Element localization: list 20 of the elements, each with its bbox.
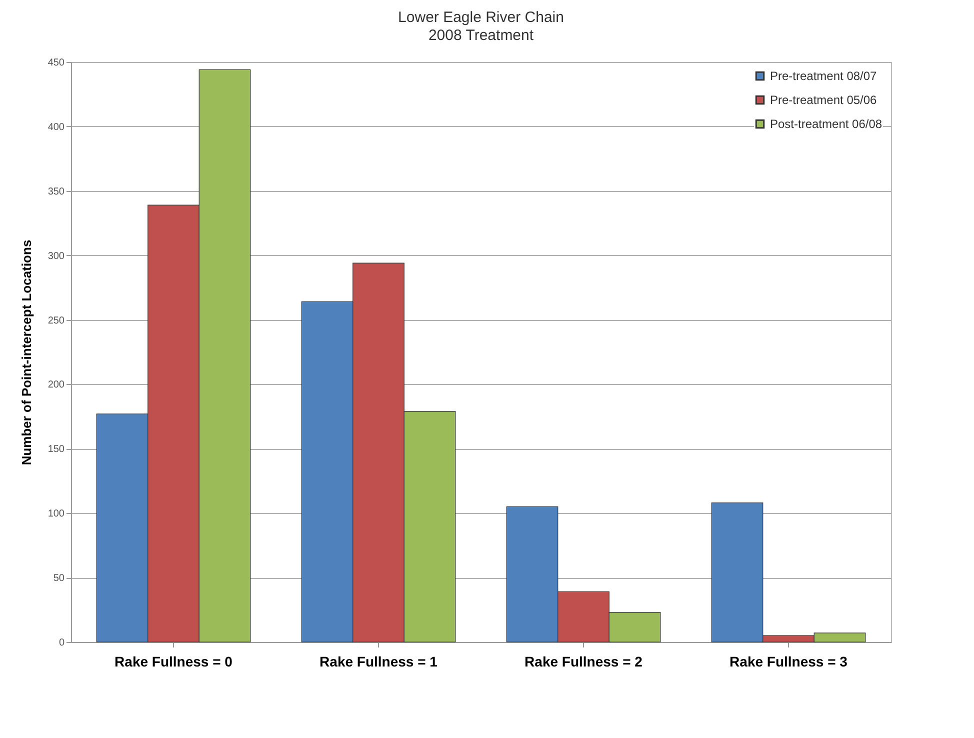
y-tick-label: 0 (58, 638, 65, 648)
y-tick-label: 350 (48, 186, 65, 198)
y-tick-label: 150 (48, 444, 65, 456)
legend-label: Pre-treatment 05/06 (770, 93, 878, 107)
chart-subtitle: 2008 Treatment (428, 27, 534, 44)
x-tick-label: Rake Fullness = 2 (524, 654, 643, 670)
chart-title: Lower Eagle River Chain (398, 9, 564, 26)
y-tick-label: 400 (48, 122, 65, 133)
y-tick-label: 300 (48, 250, 65, 262)
x-tick-label: Rake Fullness = 1 (320, 654, 438, 670)
legend-label: Post-treatment 06/08 (770, 117, 882, 131)
y-tick-label: 200 (48, 380, 65, 391)
y-tick-label: 100 (48, 508, 65, 520)
x-tick-label: Rake Fullness = 3 (730, 654, 848, 670)
y-tick-label: 250 (48, 315, 65, 326)
x-tick-label: Rake Fullness = 0 (114, 654, 233, 670)
y-tick-label: 50 (53, 573, 65, 584)
y-axis-title: Number of Point-intercept Locations (18, 240, 34, 466)
legend-label: Pre-treatment 08/07 (770, 69, 878, 83)
y-tick-label: 450 (48, 58, 65, 68)
